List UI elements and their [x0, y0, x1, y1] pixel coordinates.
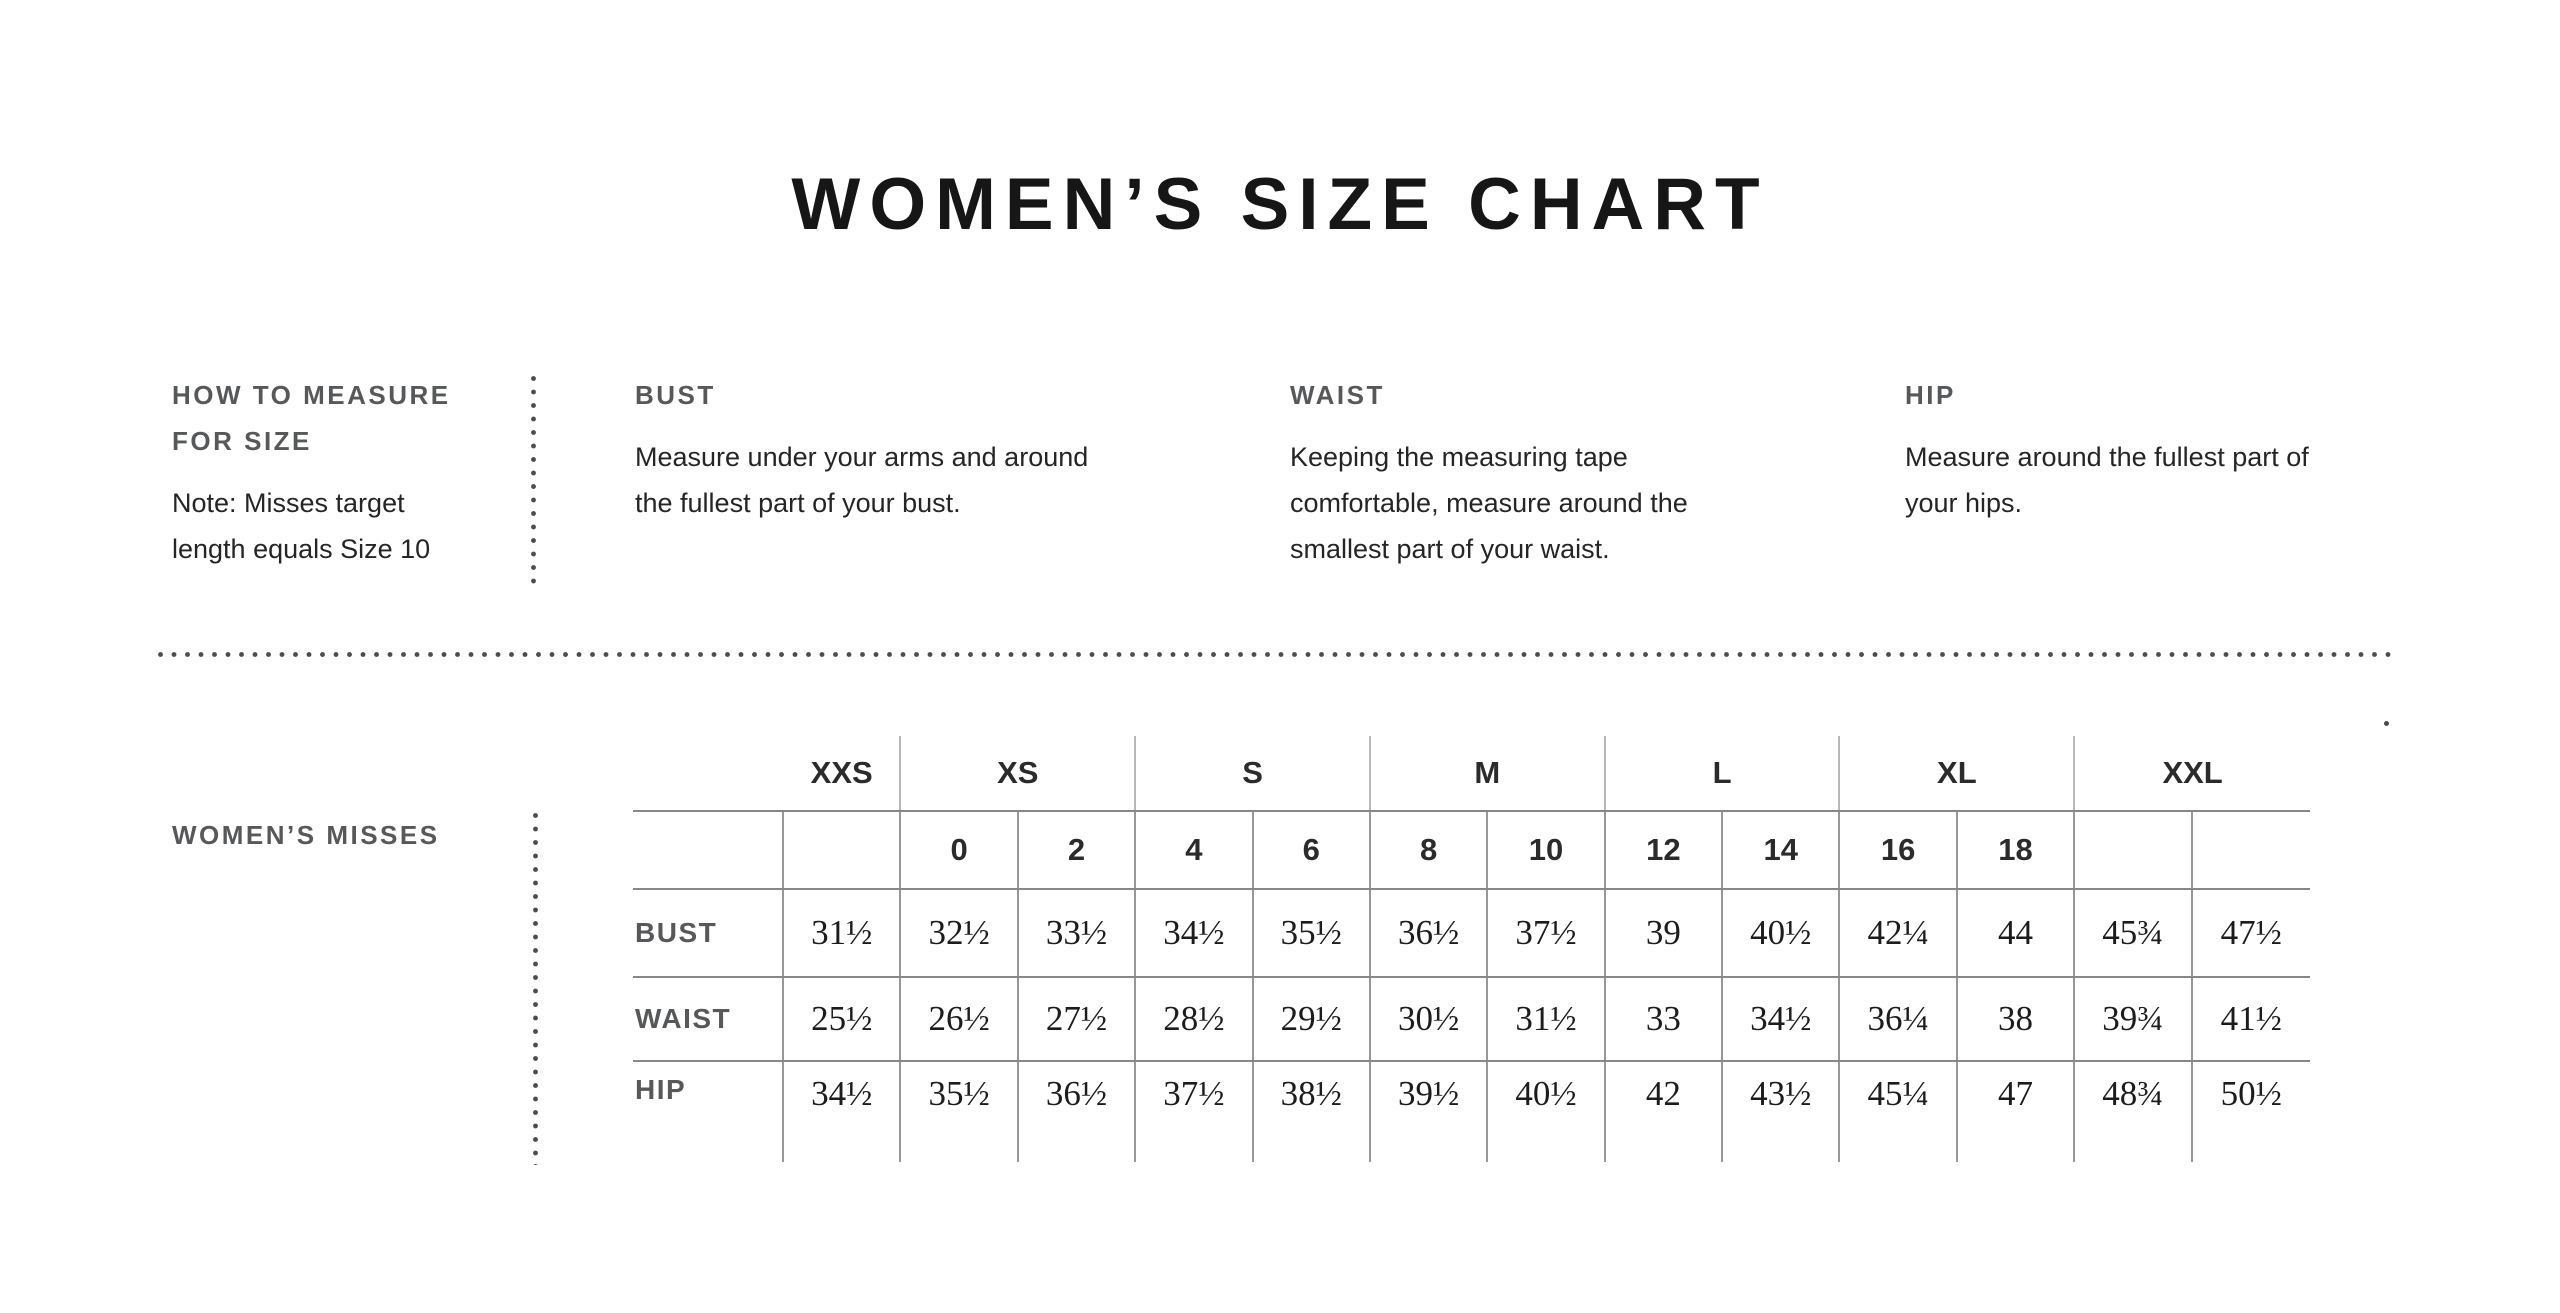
measurement-value-cell: 40½ — [1723, 890, 1841, 976]
measurement-value-cell: 37½ — [1136, 1062, 1254, 1162]
waist-guide-heading: WAIST — [1290, 380, 1385, 410]
bust-guide-block: BUST Measure under your arms and around … — [635, 372, 1095, 526]
size-group-label-xxl: XXL — [2162, 755, 2223, 790]
measurement-value-cell: 38 — [1958, 978, 2076, 1060]
measurement-value-cell: 47½ — [2220, 913, 2282, 952]
numeric-size-cell: 18 — [1958, 812, 2076, 888]
hip-guide-heading: HIP — [1905, 380, 1956, 410]
numeric-size-cell: 8 — [1371, 812, 1489, 888]
measurement-value-cell: 47 — [1958, 1062, 2076, 1162]
measurement-value-cell: 42 — [1606, 1062, 1724, 1162]
measurement-value-cell: 33½ — [1019, 890, 1137, 976]
row-label-bust: BUST — [633, 890, 784, 976]
measurement-value-cell: 30½ — [1371, 978, 1489, 1060]
size-group-label-s: S — [1136, 736, 1371, 810]
measurement-value-cell: 25½ — [784, 978, 902, 1060]
numeric-size-cell — [2193, 812, 2310, 888]
measurement-value-cell: 40½ — [1488, 1062, 1606, 1162]
numeric-size-cell: 16 — [1840, 812, 1958, 888]
measurement-value-cell: 31½ — [1488, 978, 1606, 1060]
dotted-vertical-divider — [533, 813, 538, 1165]
numeric-size-cell: 10 — [1488, 812, 1606, 888]
measurement-value-cell: 42¼ — [1840, 890, 1958, 976]
table-row: 0 2 4 6 8 10 12 14 16 18 — [633, 812, 2310, 890]
row-label-hip: HIP — [633, 1062, 784, 1162]
numeric-row-spacer — [633, 812, 784, 888]
table-row: XXS XS S M L XL XXL — [633, 736, 2310, 812]
measurement-value-cell: 34½ — [1136, 890, 1254, 976]
measurement-value-cell: 44 — [1958, 890, 2076, 976]
measurement-value-cell: 39 — [1606, 890, 1724, 976]
numeric-size-cell: 0 — [901, 812, 1019, 888]
numeric-size-cell: 2 — [1019, 812, 1137, 888]
measurement-value-cell: 35½ — [1254, 890, 1371, 976]
how-to-measure-heading: HOW TO MEASURE FOR SIZE — [172, 380, 451, 456]
dotted-horizontal-divider — [158, 652, 2398, 657]
hip-guide-text: Measure around the fullest part of your … — [1905, 442, 2309, 518]
measurement-value-cell: 41½ — [2220, 999, 2282, 1038]
waist-guide-text: Keeping the measuring tape comfortable, … — [1290, 442, 1688, 564]
bust-guide-text: Measure under your arms and around the f… — [635, 442, 1089, 518]
size-group-label-xxs: XXS — [784, 736, 902, 810]
measurement-value-cell: 33 — [1606, 978, 1724, 1060]
dotted-vertical-divider — [531, 376, 536, 584]
size-group-label-m: M — [1371, 736, 1606, 810]
table-row: BUST 31½ 32½ 33½ 34½ 35½ 36½ 37½ 39 40½ 42¼ 44 45¾ 47… — [633, 890, 2310, 978]
page-title: WOMEN’S SIZE CHART — [791, 164, 1769, 245]
size-group-label-xs: XS — [901, 736, 1137, 810]
group-row-spacer — [633, 736, 784, 810]
measurement-value-cell: 48¾ — [2075, 1062, 2193, 1162]
size-group-label-xl: XL — [1840, 736, 2076, 810]
table-row: HIP 34½ 35½ 36½ 37½ 38½ 39½ 40½ 42 43½ 45¼ 47 48¾ 50½ — [633, 1062, 2310, 1162]
row-label-waist: WAIST — [633, 978, 784, 1060]
numeric-size-cell: 4 — [1136, 812, 1254, 888]
measurement-value-cell: 37½ — [1488, 890, 1606, 976]
measurement-value-cell: 36½ — [1371, 890, 1489, 976]
measurement-value-cell: 31½ — [784, 890, 902, 976]
how-to-measure-note: Note: Misses target length equals Size 1… — [172, 488, 431, 564]
numeric-size-cell — [2075, 812, 2193, 888]
measurement-value-cell: 32½ — [901, 890, 1019, 976]
bust-guide-heading: BUST — [635, 380, 716, 410]
measurement-value-cell: 36¼ — [1840, 978, 1958, 1060]
numeric-size-cell — [784, 812, 902, 888]
measurement-value-cell: 34½ — [1723, 978, 1841, 1060]
measurement-value-cell: 35½ — [901, 1062, 1019, 1162]
measurement-value-cell: 26½ — [901, 978, 1019, 1060]
stray-dot — [2384, 721, 2389, 726]
measurement-value-cell: 34½ — [784, 1062, 902, 1162]
section-label-womens-misses: WOMEN’S MISSES — [172, 820, 440, 850]
size-group-label-l: L — [1606, 736, 1841, 810]
measurement-value-cell: 39¾ — [2075, 978, 2193, 1060]
waist-guide-block: WAIST Keeping the measuring tape comfort… — [1290, 372, 1700, 572]
table-row: WAIST 25½ 26½ 27½ 28½ 29½ 30½ 31½ 33 34½ 36¼ 38 39¾ 4… — [633, 978, 2310, 1062]
numeric-size-cell: 12 — [1606, 812, 1724, 888]
measurement-value-cell: 28½ — [1136, 978, 1254, 1060]
measurement-value-cell: 39½ — [1371, 1062, 1489, 1162]
size-table: XXS XS S M L XL XXL 0 2 4 6 8 10 12 14 16 18 BUST 31½ 32½ 33… — [633, 736, 2310, 1162]
measurement-value-cell: 36½ — [1019, 1062, 1137, 1162]
measurement-value-cell: 27½ — [1019, 978, 1137, 1060]
measurement-value-cell: 29½ — [1254, 978, 1371, 1060]
measurement-value-cell: 38½ — [1254, 1062, 1371, 1162]
measurement-value-cell: 50½ — [2220, 1074, 2282, 1113]
hip-guide-block: HIP Measure around the fullest part of y… — [1905, 372, 2320, 526]
numeric-size-cell: 6 — [1254, 812, 1371, 888]
measurement-value-cell: 45¼ — [1840, 1062, 1958, 1162]
how-to-measure-block: HOW TO MEASURE FOR SIZE Note: Misses tar… — [172, 372, 477, 572]
numeric-size-cell: 14 — [1723, 812, 1841, 888]
measurement-value-cell: 45¾ — [2075, 890, 2193, 976]
measurement-value-cell: 43½ — [1723, 1062, 1841, 1162]
